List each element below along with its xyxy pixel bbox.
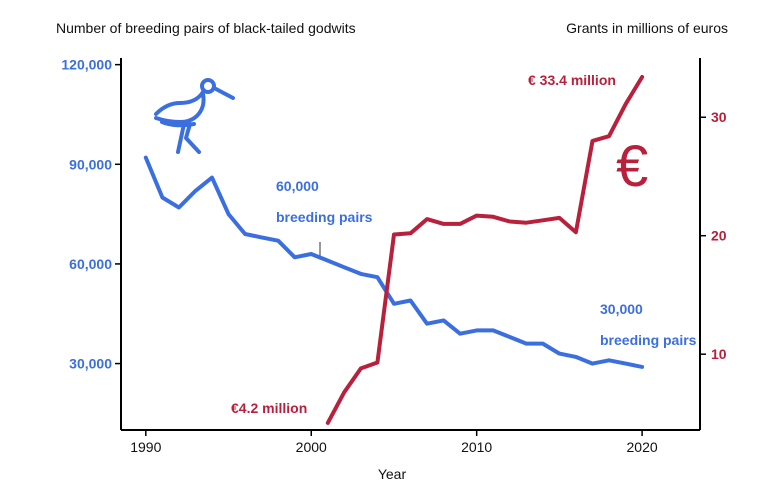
annotation-grants-end: € 33.4 million: [528, 72, 616, 88]
x-tick-label: 2010: [461, 439, 492, 455]
godwit-bird-icon: [154, 78, 235, 154]
annotation-pairs-2020-value: 30,000: [600, 301, 643, 317]
right-axis-ticks: 10 20 30: [700, 109, 727, 362]
right-axis-title: Grants in millions of euros: [566, 20, 728, 36]
x-axis-label: Year: [378, 466, 407, 482]
annotation-grants-start: €4.2 million: [231, 400, 307, 416]
left-tick-label: 90,000: [69, 156, 112, 172]
left-axis-ticks: 30,000 60,000 90,000 120,000: [61, 57, 121, 372]
annotation-pairs-2000-value: 60,000: [276, 178, 319, 194]
series-line-grants: [325, 75, 645, 425]
left-tick-label: 60,000: [69, 256, 112, 272]
left-tick-label: 120,000: [61, 57, 112, 73]
x-tick-label: 2000: [296, 439, 327, 455]
left-tick-label: 30,000: [69, 356, 112, 372]
right-tick-label: 30: [711, 109, 727, 125]
x-tick-label: 1990: [130, 439, 161, 455]
annotation-pairs-2020-unit: breeding pairs: [600, 332, 697, 348]
left-axis-title: Number of breeding pairs of black-tailed…: [56, 20, 356, 36]
x-tick-label: 2020: [627, 439, 658, 455]
euro-icon: €: [616, 134, 648, 199]
right-tick-label: 20: [711, 228, 727, 244]
annotation-pairs-2000-unit: breeding pairs: [276, 209, 373, 225]
right-tick-label: 10: [711, 346, 727, 362]
x-axis-ticks: 1990 2000 2010 2020: [130, 430, 658, 455]
series-line-breeding-pairs: [143, 155, 645, 369]
